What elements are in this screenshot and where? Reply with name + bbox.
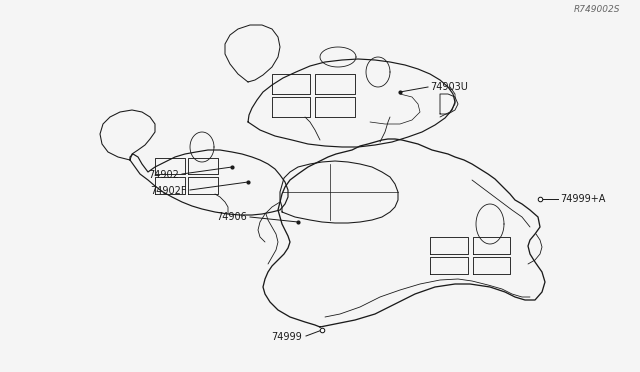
- Text: 74902F: 74902F: [150, 186, 187, 196]
- Text: 74903U: 74903U: [430, 82, 468, 92]
- Text: 74906: 74906: [216, 212, 247, 222]
- Text: 74999+A: 74999+A: [560, 194, 605, 204]
- Text: R749002S: R749002S: [573, 5, 620, 14]
- Text: 74999: 74999: [271, 332, 302, 342]
- Text: 74902: 74902: [148, 170, 179, 180]
